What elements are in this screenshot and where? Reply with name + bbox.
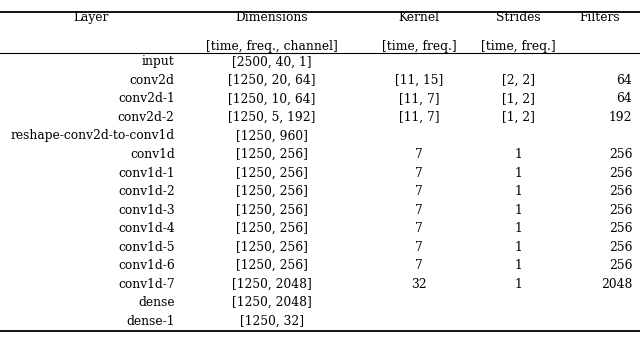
- Text: [1, 2]: [1, 2]: [502, 111, 535, 124]
- Text: 1: 1: [515, 241, 522, 254]
- Text: reshape-conv2d-to-conv1d: reshape-conv2d-to-conv1d: [11, 129, 175, 142]
- Text: 1: 1: [515, 148, 522, 161]
- Text: [11, 15]: [11, 15]: [395, 74, 444, 87]
- Text: [1250, 256]: [1250, 256]: [236, 259, 308, 272]
- Text: [1250, 256]: [1250, 256]: [236, 241, 308, 254]
- Text: 7: 7: [415, 166, 423, 180]
- Text: [1, 2]: [1, 2]: [502, 92, 535, 105]
- Text: conv2d: conv2d: [130, 74, 175, 87]
- Text: conv1d-5: conv1d-5: [118, 241, 175, 254]
- Text: 7: 7: [415, 148, 423, 161]
- Text: 256: 256: [609, 166, 632, 180]
- Text: conv2d-1: conv2d-1: [118, 92, 175, 105]
- Text: conv1d: conv1d: [130, 148, 175, 161]
- Text: 256: 256: [609, 222, 632, 235]
- Text: 256: 256: [609, 203, 632, 217]
- Text: [1250, 20, 64]: [1250, 20, 64]: [228, 74, 316, 87]
- Text: dense: dense: [138, 296, 175, 309]
- Text: [1250, 5, 192]: [1250, 5, 192]: [228, 111, 316, 124]
- Text: Strides: Strides: [496, 12, 541, 24]
- Text: [1250, 256]: [1250, 256]: [236, 166, 308, 180]
- Text: [11, 7]: [11, 7]: [399, 111, 440, 124]
- Text: [1250, 10, 64]: [1250, 10, 64]: [228, 92, 316, 105]
- Text: 7: 7: [415, 259, 423, 272]
- Text: [time, freq.]: [time, freq.]: [481, 40, 556, 53]
- Text: 1: 1: [515, 259, 522, 272]
- Text: 1: 1: [515, 203, 522, 217]
- Text: [2500, 40, 1]: [2500, 40, 1]: [232, 55, 312, 68]
- Text: 192: 192: [609, 111, 632, 124]
- Text: [1250, 2048]: [1250, 2048]: [232, 296, 312, 309]
- Text: conv1d-2: conv1d-2: [118, 185, 175, 198]
- Text: [time, freq.]: [time, freq.]: [382, 40, 456, 53]
- Text: Kernel: Kernel: [399, 12, 440, 24]
- Text: 256: 256: [609, 259, 632, 272]
- Text: [1250, 32]: [1250, 32]: [240, 315, 304, 328]
- Text: conv2d-2: conv2d-2: [118, 111, 175, 124]
- Text: [2, 2]: [2, 2]: [502, 74, 535, 87]
- Text: 64: 64: [616, 74, 632, 87]
- Text: [1250, 2048]: [1250, 2048]: [232, 278, 312, 291]
- Text: 7: 7: [415, 185, 423, 198]
- Text: 64: 64: [616, 92, 632, 105]
- Text: 32: 32: [412, 278, 427, 291]
- Text: 256: 256: [609, 185, 632, 198]
- Text: 256: 256: [609, 241, 632, 254]
- Text: conv1d-4: conv1d-4: [118, 222, 175, 235]
- Text: [1250, 256]: [1250, 256]: [236, 222, 308, 235]
- Text: [1250, 256]: [1250, 256]: [236, 185, 308, 198]
- Text: 256: 256: [609, 148, 632, 161]
- Text: 1: 1: [515, 278, 522, 291]
- Text: Dimensions: Dimensions: [236, 12, 308, 24]
- Text: 1: 1: [515, 222, 522, 235]
- Text: [11, 7]: [11, 7]: [399, 92, 440, 105]
- Text: Layer: Layer: [74, 12, 109, 24]
- Text: [time, freq., channel]: [time, freq., channel]: [206, 40, 338, 53]
- Text: 1: 1: [515, 166, 522, 180]
- Text: 7: 7: [415, 222, 423, 235]
- Text: [1250, 960]: [1250, 960]: [236, 129, 308, 142]
- Text: [1250, 256]: [1250, 256]: [236, 148, 308, 161]
- Text: conv1d-3: conv1d-3: [118, 203, 175, 217]
- Text: conv1d-6: conv1d-6: [118, 259, 175, 272]
- Text: input: input: [142, 55, 175, 68]
- Text: conv1d-1: conv1d-1: [118, 166, 175, 180]
- Text: 2048: 2048: [601, 278, 632, 291]
- Text: [1250, 256]: [1250, 256]: [236, 203, 308, 217]
- Text: conv1d-7: conv1d-7: [118, 278, 175, 291]
- Text: 1: 1: [515, 185, 522, 198]
- Text: 7: 7: [415, 241, 423, 254]
- Text: 7: 7: [415, 203, 423, 217]
- Text: dense-1: dense-1: [126, 315, 175, 328]
- Text: Filters: Filters: [580, 12, 620, 24]
